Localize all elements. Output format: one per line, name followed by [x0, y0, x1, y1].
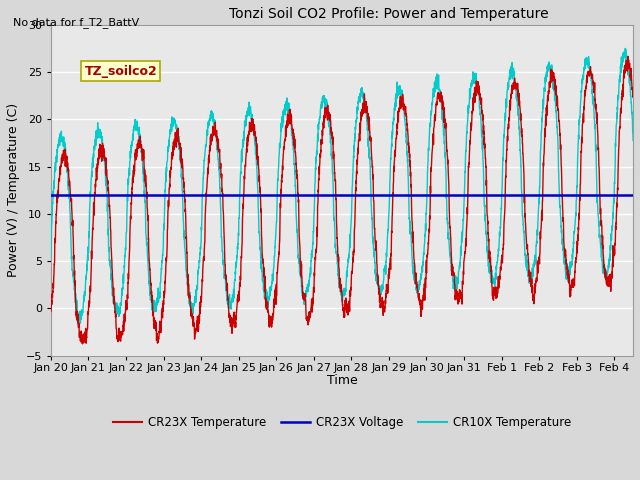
- Y-axis label: Power (V) / Temperature (C): Power (V) / Temperature (C): [7, 103, 20, 277]
- Text: No data for f_T2_BattV: No data for f_T2_BattV: [13, 17, 139, 28]
- Text: TZ_soilco2: TZ_soilco2: [84, 65, 157, 78]
- Legend: CR23X Temperature, CR23X Voltage, CR10X Temperature: CR23X Temperature, CR23X Voltage, CR10X …: [108, 411, 576, 433]
- Title: Tonzi Soil CO2 Profile: Power and Temperature: Tonzi Soil CO2 Profile: Power and Temper…: [228, 7, 548, 21]
- X-axis label: Time: Time: [326, 374, 357, 387]
